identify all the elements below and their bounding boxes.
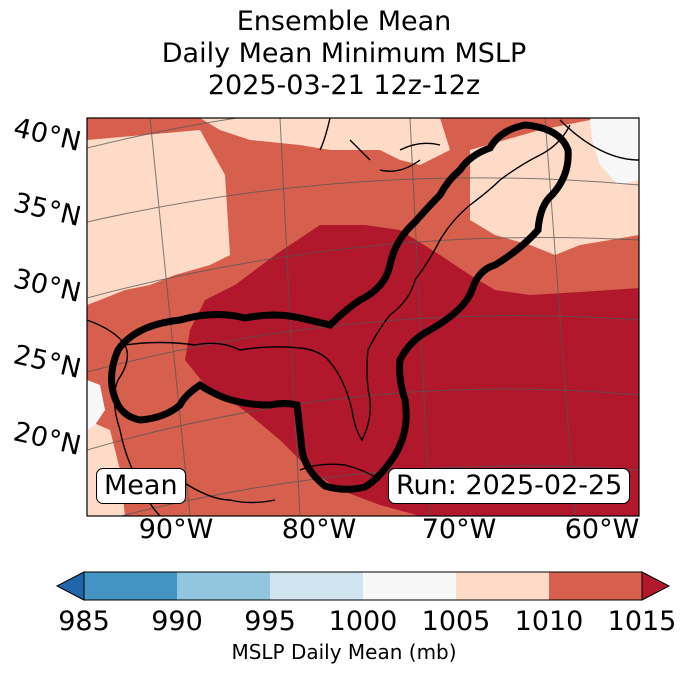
colorbar-tick-995: 995 [244, 606, 296, 637]
colorbar-segment-1005-1010 [456, 572, 549, 600]
lon-label-80: 80°W [281, 514, 357, 545]
graticule [87, 118, 639, 516]
ensemble-contour [108, 121, 572, 493]
colorbar-tick-1010: 1010 [514, 606, 584, 637]
lon-label-90: 90°W [138, 514, 214, 545]
colorbar-segment-990-995 [177, 572, 270, 600]
pressure-fill-1005-1010-west [87, 130, 230, 305]
colorbar-segment-995-1000 [270, 572, 363, 600]
colorbar-tick-1015: 1015 [607, 606, 677, 637]
mean-label-box: Mean [96, 468, 186, 504]
title-line-1: Ensemble Mean [236, 6, 452, 37]
map-area [87, 118, 639, 516]
title-line-2: Daily Mean Minimum MSLP [161, 38, 527, 69]
colorbar-label: MSLP Daily Mean (mb) [231, 640, 457, 664]
lon-label-60: 60°W [564, 514, 640, 545]
lon-label-70: 70°W [421, 514, 497, 545]
colorbar-tick-985: 985 [58, 606, 110, 637]
colorbar-high-extend [641, 571, 671, 601]
map-frame [86, 117, 640, 517]
title-line-3: 2025-03-21 12z-12z [207, 70, 481, 101]
colorbar-segment-985-990 [84, 572, 177, 600]
colorbar-low-extend [55, 571, 85, 601]
colorbar-tick-1000: 1000 [328, 606, 398, 637]
colorbar-tick-1005: 1005 [421, 606, 491, 637]
colorbar [55, 571, 671, 601]
colorbar-tick-990: 990 [151, 606, 203, 637]
run-date-box: Run: 2025-02-25 [388, 468, 631, 504]
pressure-fill-lt-1005-ne [590, 118, 639, 185]
pressure-fill-lt-1005-sw [87, 380, 105, 430]
colorbar-segment-1000-1005 [363, 572, 456, 600]
colorbar-segment-1010-1015 [549, 572, 642, 600]
pressure-fill-1005-1010-north [200, 118, 450, 165]
